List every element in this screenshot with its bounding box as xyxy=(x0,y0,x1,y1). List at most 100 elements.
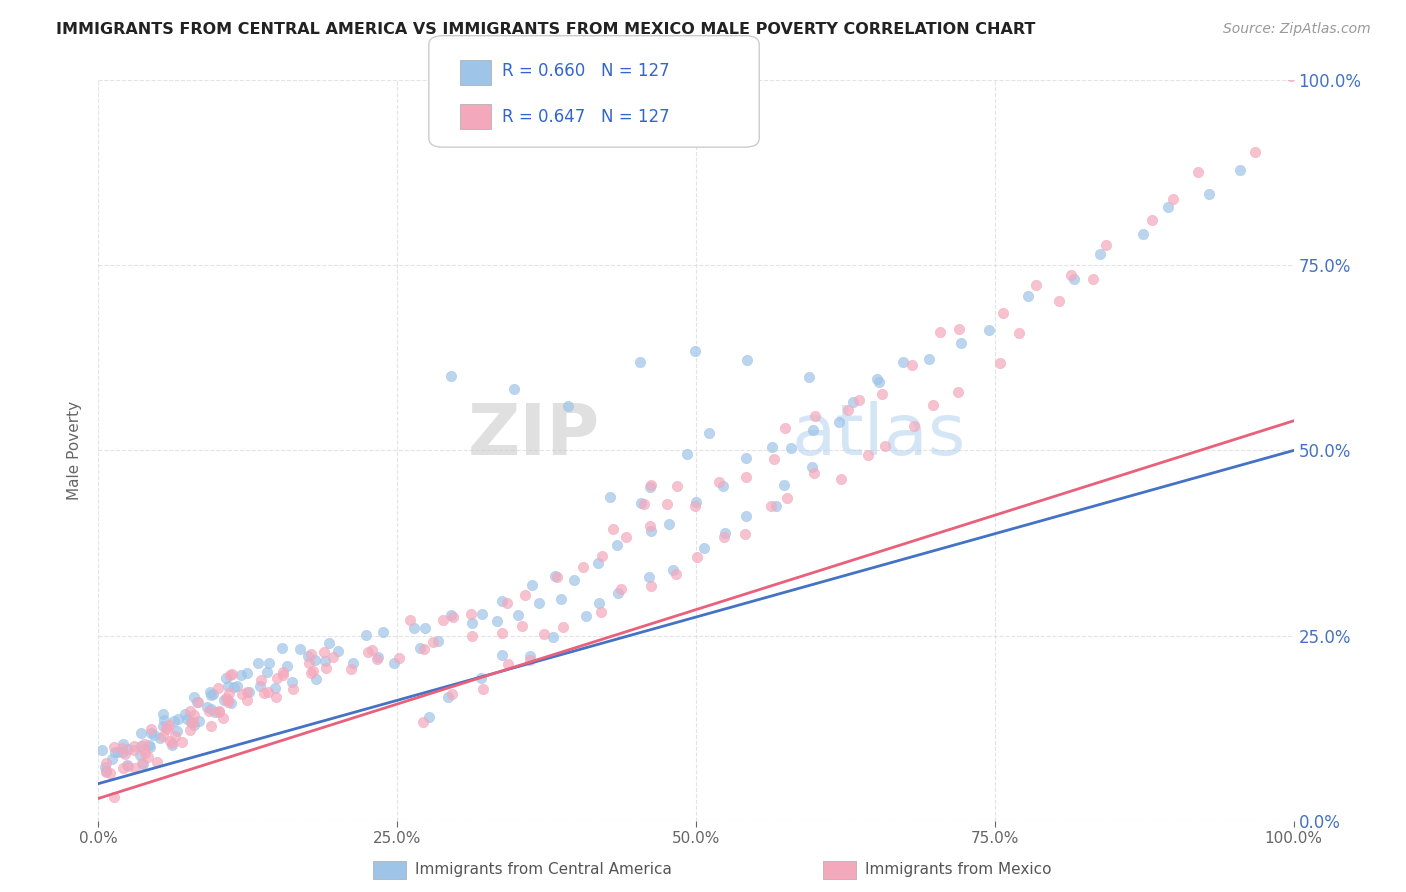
Point xyxy=(485,614,508,628)
Point xyxy=(266,671,288,685)
Point xyxy=(157,718,180,732)
Point xyxy=(139,725,162,739)
Point xyxy=(418,709,440,723)
Point xyxy=(735,508,758,523)
Point xyxy=(298,657,321,671)
Point xyxy=(114,747,136,761)
Point xyxy=(238,685,260,699)
Point xyxy=(515,588,537,602)
Point xyxy=(1047,294,1070,309)
Point xyxy=(1187,165,1209,179)
Point xyxy=(707,475,730,489)
Point xyxy=(98,765,121,780)
Point xyxy=(1008,326,1031,340)
Point xyxy=(891,355,914,369)
Point xyxy=(314,654,336,668)
Point xyxy=(432,613,454,627)
Point xyxy=(318,636,340,650)
Point xyxy=(288,642,311,657)
Point xyxy=(409,640,432,655)
Text: ZIP: ZIP xyxy=(468,401,600,470)
Point xyxy=(557,399,579,413)
Point xyxy=(519,649,541,664)
Point xyxy=(131,756,153,770)
Point xyxy=(873,439,896,453)
Point xyxy=(1094,238,1116,252)
Point xyxy=(354,627,377,641)
Point xyxy=(111,737,134,751)
Point xyxy=(187,695,209,709)
Point xyxy=(714,526,737,541)
Point xyxy=(1088,246,1111,260)
Point xyxy=(610,582,633,597)
Point xyxy=(461,615,484,630)
Point xyxy=(149,731,172,746)
Point xyxy=(948,322,970,336)
Point xyxy=(222,680,245,694)
Point xyxy=(221,666,243,681)
Point xyxy=(761,440,783,454)
Point xyxy=(586,556,609,570)
Point xyxy=(367,650,389,665)
Point xyxy=(299,666,322,681)
Point xyxy=(139,722,162,736)
Point xyxy=(491,648,513,662)
Point xyxy=(328,644,350,658)
Point xyxy=(628,354,651,368)
Point xyxy=(160,738,183,752)
Point xyxy=(422,635,444,649)
Point xyxy=(215,691,238,706)
Point xyxy=(235,693,257,707)
Point xyxy=(264,681,287,695)
Point xyxy=(599,490,621,504)
Point xyxy=(602,522,624,536)
Point xyxy=(544,569,567,583)
Point xyxy=(134,741,156,756)
Point xyxy=(551,620,574,634)
Point xyxy=(195,700,218,714)
Point xyxy=(735,470,758,484)
Point xyxy=(201,687,224,701)
Point xyxy=(166,724,188,739)
Point xyxy=(630,495,652,509)
Point xyxy=(152,706,174,721)
Point xyxy=(1244,145,1267,160)
Point xyxy=(471,607,494,621)
Point xyxy=(496,657,519,672)
Point xyxy=(159,734,181,748)
Point xyxy=(799,370,821,384)
Point xyxy=(128,747,150,762)
Point xyxy=(950,336,973,351)
Point xyxy=(685,494,707,508)
Point xyxy=(304,653,326,667)
Point xyxy=(461,629,484,643)
Point xyxy=(506,608,529,623)
Point xyxy=(322,649,344,664)
Point xyxy=(103,739,125,754)
Point xyxy=(257,685,280,699)
Point xyxy=(1279,70,1302,84)
Point xyxy=(522,578,544,592)
Point xyxy=(773,477,796,491)
Point xyxy=(145,755,167,769)
Point xyxy=(1229,163,1251,178)
Point xyxy=(759,499,782,513)
Point xyxy=(271,668,294,682)
Point xyxy=(231,687,253,701)
Point xyxy=(503,382,526,396)
Point xyxy=(655,497,678,511)
Point xyxy=(614,530,637,544)
Point xyxy=(711,479,734,493)
Point xyxy=(683,499,706,513)
Point xyxy=(110,740,132,755)
Point xyxy=(527,596,550,610)
Point xyxy=(219,668,242,682)
Point xyxy=(217,680,239,694)
Point xyxy=(136,749,159,764)
Point xyxy=(1017,289,1039,303)
Point xyxy=(606,538,628,552)
Point xyxy=(607,586,630,600)
Point xyxy=(256,665,278,680)
Point xyxy=(373,624,395,639)
Point xyxy=(181,716,204,731)
